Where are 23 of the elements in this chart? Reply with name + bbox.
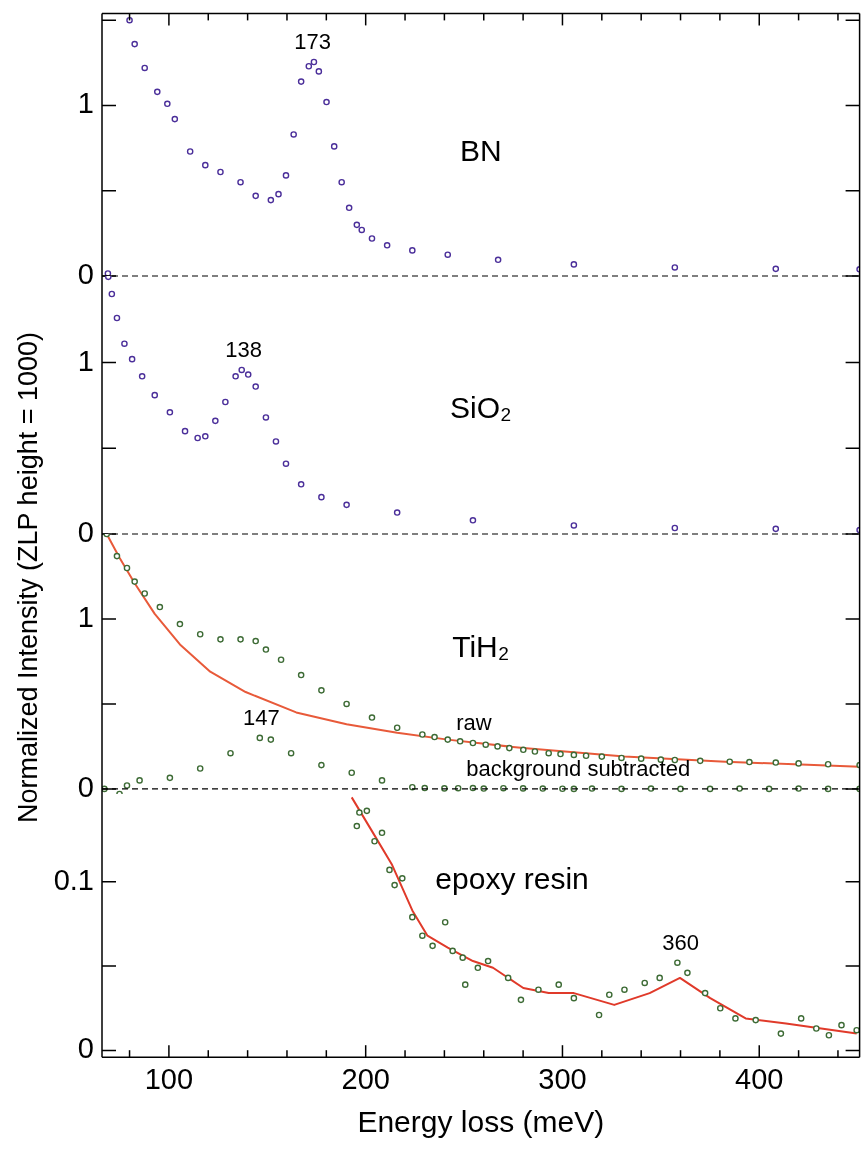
text: SiO₂ bbox=[449, 391, 512, 425]
x-tick-label: 300 bbox=[538, 1062, 587, 1095]
y-tick-label: 1 bbox=[77, 87, 94, 120]
y-tick-label: 0 bbox=[77, 770, 94, 803]
y-tick-label: 0.1 bbox=[53, 863, 94, 896]
y-tick-label: 1 bbox=[77, 600, 94, 633]
x-tick-label: 100 bbox=[144, 1062, 194, 1095]
y-tick-label: 0 bbox=[77, 1032, 94, 1065]
y-axis-title: Normalized Intensity (ZLP height = 1000) bbox=[12, 331, 44, 823]
text: BN bbox=[459, 133, 502, 167]
x-axis-title: Energy loss (meV) bbox=[357, 1105, 605, 1139]
annotation: 173 bbox=[294, 29, 331, 55]
annotation: 360 bbox=[662, 929, 699, 955]
x-tick-label: 200 bbox=[341, 1062, 390, 1095]
y-tick-label: 1 bbox=[77, 344, 94, 377]
annotation: TiH₂ bbox=[452, 629, 510, 663]
text: epoxy resin bbox=[435, 862, 589, 896]
annotation: 138 bbox=[225, 337, 263, 363]
annotation: 147 bbox=[243, 704, 280, 730]
y-tick-label: 0 bbox=[77, 516, 94, 548]
y-tick-label: 0 bbox=[77, 258, 94, 290]
x-tick-label: 400 bbox=[735, 1062, 784, 1095]
annotation: raw bbox=[456, 710, 492, 736]
